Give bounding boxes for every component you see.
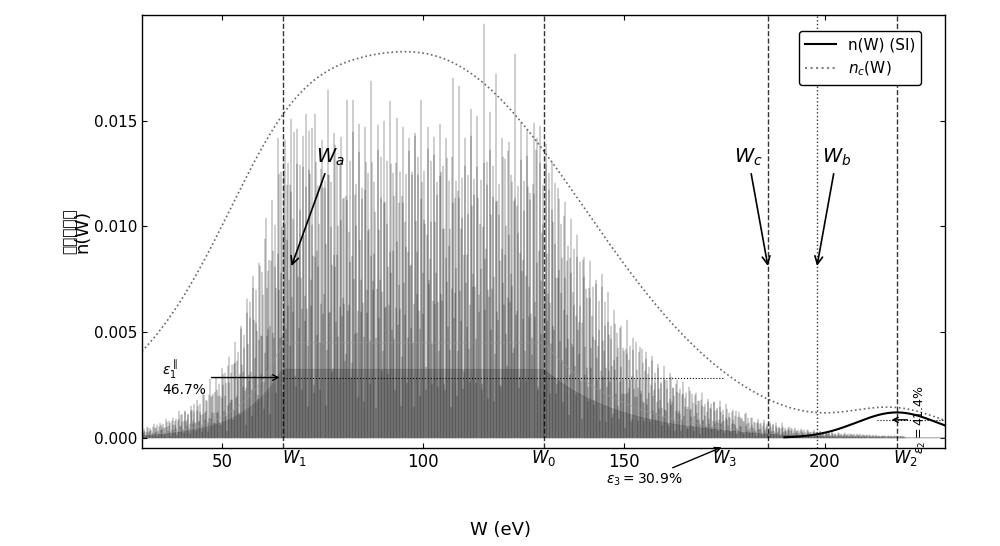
Text: $W_0$: $W_0$: [531, 448, 556, 468]
Text: $W_2$: $W_2$: [893, 448, 917, 468]
Text: $W_c$: $W_c$: [734, 147, 770, 264]
Text: （归一化）: （归一化）: [63, 209, 78, 254]
Text: $W_a$: $W_a$: [291, 147, 345, 264]
Text: $\varepsilon_1^{\parallel}$
46.7%: $\varepsilon_1^{\parallel}$ 46.7%: [162, 358, 278, 397]
Legend: n(W) (SI), $n_c$(W): n(W) (SI), $n_c$(W): [799, 31, 921, 85]
Text: $W_3$: $W_3$: [712, 448, 737, 468]
Text: $\varepsilon_2=41.4\%$: $\varepsilon_2=41.4\%$: [893, 385, 928, 454]
Text: $\varepsilon_3=30.9\%$: $\varepsilon_3=30.9\%$: [606, 448, 720, 488]
Text: $W_b$: $W_b$: [815, 147, 851, 264]
Y-axis label: n(W): n(W): [73, 210, 91, 253]
Text: $W_1$: $W_1$: [282, 448, 307, 468]
Text: W (eV): W (eV): [470, 521, 530, 539]
